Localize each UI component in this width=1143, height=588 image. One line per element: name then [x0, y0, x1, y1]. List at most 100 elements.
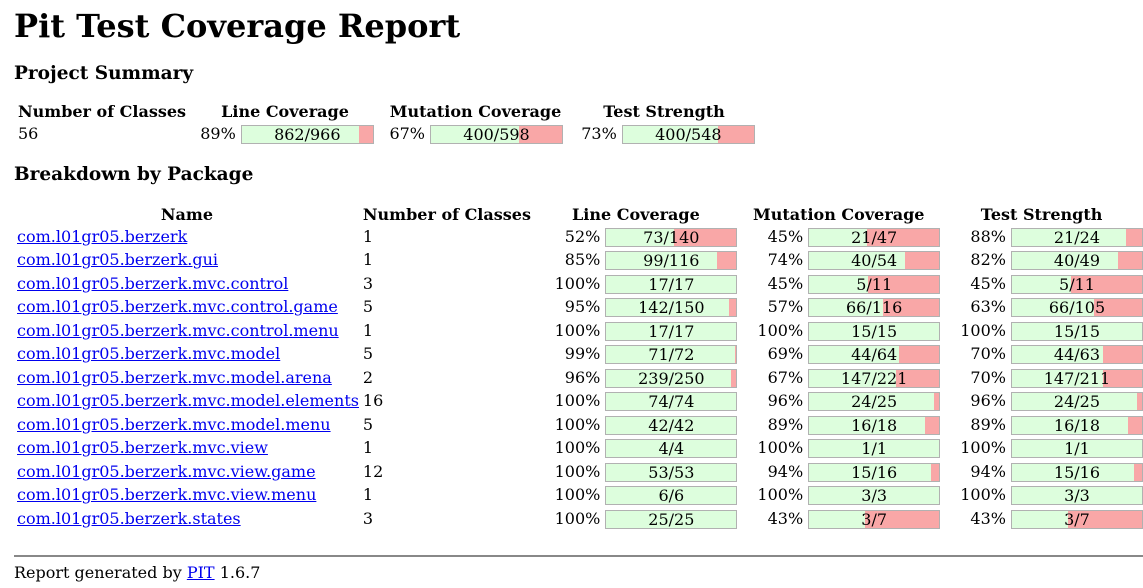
package-link[interactable]: com.l01gr05.berzerk.states [17, 508, 241, 528]
package-link[interactable]: com.l01gr05.berzerk.mvc.model [17, 344, 281, 364]
row-mutation-bar: 21/47 [808, 227, 941, 247]
row-strength-bar-fill [1011, 487, 1142, 505]
footer-prefix: Report generated by [14, 563, 182, 582]
package-link[interactable]: com.l01gr05.berzerk.mvc.model.elements [17, 391, 359, 411]
package-link[interactable]: com.l01gr05.berzerk [17, 226, 188, 246]
summary-header-line: Line Coverage [221, 102, 349, 121]
row-mutation-pct: 100% [757, 485, 804, 505]
footer: Report generated by PIT 1.6.7 [14, 563, 260, 582]
package-link[interactable]: com.l01gr05.berzerk.mvc.view [17, 438, 268, 458]
row-strength-bar-fill [1011, 416, 1128, 434]
row-mutation-bar-label: 1/1 [861, 439, 888, 459]
row-line-bar: 239/250 [605, 368, 738, 388]
row-line-bar-label: 73/140 [643, 227, 700, 247]
row-strength-bar-label: 147/211 [1043, 368, 1111, 388]
row-strength-pct: 94% [970, 461, 1006, 481]
row-strength-bar-label: 16/18 [1053, 415, 1101, 435]
breakdown-rows: com.l01gr05.berzerk 1 52% 73/140 45% 21/4… [14, 225, 1143, 531]
row-mutation-bar: 24/25 [808, 392, 941, 412]
summary-line-bar-fill [241, 126, 359, 143]
row-strength-bar-fill [1011, 369, 1103, 387]
package-link[interactable]: com.l01gr05.berzerk.mvc.view.game [17, 461, 316, 481]
row-line-bar-label: 25/25 [648, 509, 695, 529]
row-strength-bar-label: 1/1 [1064, 439, 1090, 459]
package-link[interactable]: com.l01gr05.berzerk.gui [17, 250, 219, 270]
row-line-bar-fill [606, 440, 737, 458]
row-mutation-bar-label: 15/15 [851, 321, 898, 341]
package-link[interactable]: com.l01gr05.berzerk.mvc.control.menu [17, 320, 339, 340]
row-line-pct: 100% [554, 391, 601, 411]
row-mutation-bar-label: 147/221 [840, 368, 908, 388]
table-row: com.l01gr05.berzerk.mvc.model.arena 2 96%… [14, 366, 1143, 390]
row-line-pct: 52% [564, 226, 601, 246]
row-mutation-bar-fill [809, 346, 899, 364]
row-classes: 1 [362, 320, 374, 340]
row-mutation-bar: 15/16 [808, 462, 941, 482]
summary-mutation-pct: 67% [389, 124, 425, 143]
row-strength-bar-fill [1011, 463, 1134, 481]
row-strength-bar: 147/211 [1010, 368, 1143, 388]
row-classes: 3 [362, 508, 374, 528]
row-strength-bar-label: 24/25 [1053, 392, 1101, 412]
row-mutation-pct: 96% [767, 391, 804, 411]
row-mutation-bar: 147/221 [808, 368, 941, 388]
row-classes: 1 [362, 438, 374, 458]
row-line-bar-label: 6/6 [658, 486, 685, 506]
row-classes: 1 [362, 226, 374, 246]
package-link[interactable]: com.l01gr05.berzerk.mvc.control [17, 273, 289, 293]
row-strength-bar-fill [1011, 299, 1094, 317]
row-mutation-bar-fill [809, 228, 868, 246]
row-line-bar-label: 142/150 [638, 298, 705, 318]
row-mutation-bar-label: 24/25 [851, 392, 898, 412]
summary-mutation-bar: 400/598 [430, 125, 563, 144]
row-line-pct: 100% [554, 273, 601, 293]
row-classes: 1 [362, 250, 374, 270]
package-link[interactable]: com.l01gr05.berzerk.mvc.model.arena [17, 367, 332, 387]
row-line-bar-fill [606, 487, 737, 505]
package-link[interactable]: com.l01gr05.berzerk.mvc.control.game [17, 297, 338, 317]
row-strength-bar: 16/18 [1010, 415, 1143, 435]
row-mutation-bar: 5/11 [808, 274, 941, 294]
row-line-bar-label: 74/74 [648, 392, 695, 412]
package-link[interactable]: com.l01gr05.berzerk.mvc.view.menu [17, 485, 317, 505]
row-line-bar-label: 17/17 [648, 274, 695, 294]
summary-header-mutation: Mutation Coverage [389, 102, 562, 121]
row-strength-bar-fill [1011, 228, 1126, 246]
row-mutation-bar-label: 40/54 [851, 251, 898, 271]
row-mutation-pct: 45% [767, 226, 804, 246]
row-strength-pct: 100% [960, 485, 1006, 505]
row-mutation-pct: 100% [757, 438, 804, 458]
row-mutation-bar-label: 3/7 [861, 509, 888, 529]
row-line-bar: 71/72 [605, 345, 738, 365]
summary-line-pct: 89% [200, 124, 236, 143]
table-row: com.l01gr05.berzerk.states 3 100% 25/25 4… [14, 507, 1143, 531]
summary-header-classes: Number of Classes [18, 102, 187, 121]
table-row: com.l01gr05.berzerk.mvc.control.game 5 95… [14, 296, 1143, 320]
row-mutation-bar: 66/116 [808, 298, 941, 318]
row-strength-bar-label: 40/49 [1053, 251, 1101, 271]
summary-row: 56 89% 862/966 67% 400/598 73% 400/548 [14, 123, 757, 145]
row-classes: 12 [362, 461, 384, 481]
package-link[interactable]: com.l01gr05.berzerk.mvc.model.menu [17, 414, 331, 434]
summary-header-strength: Test Strength [603, 102, 725, 121]
row-strength-pct: 45% [970, 273, 1006, 293]
row-strength-bar: 44/63 [1010, 345, 1143, 365]
row-line-bar-fill [606, 369, 731, 387]
row-mutation-bar-fill [809, 322, 940, 340]
table-row: com.l01gr05.berzerk.mvc.view 1 100% 4/4 1… [14, 437, 1143, 461]
row-mutation-pct: 89% [767, 414, 804, 434]
row-classes: 5 [362, 414, 374, 434]
row-line-bar: 25/25 [605, 509, 738, 529]
row-mutation-bar-fill [809, 463, 932, 481]
row-mutation-bar-fill [809, 440, 940, 458]
row-mutation-bar-label: 44/64 [851, 345, 898, 365]
project-summary-heading: Project Summary [14, 63, 194, 84]
row-mutation-bar-label: 3/3 [861, 486, 888, 506]
row-strength-bar-label: 44/63 [1053, 345, 1101, 365]
row-strength-pct: 100% [960, 320, 1006, 340]
summary-mutation-bar-label: 400/598 [463, 125, 530, 144]
pit-link[interactable]: PIT [186, 563, 215, 582]
row-mutation-pct: 67% [767, 367, 804, 387]
row-strength-bar-fill [1011, 440, 1142, 458]
row-mutation-bar: 40/54 [808, 251, 941, 271]
